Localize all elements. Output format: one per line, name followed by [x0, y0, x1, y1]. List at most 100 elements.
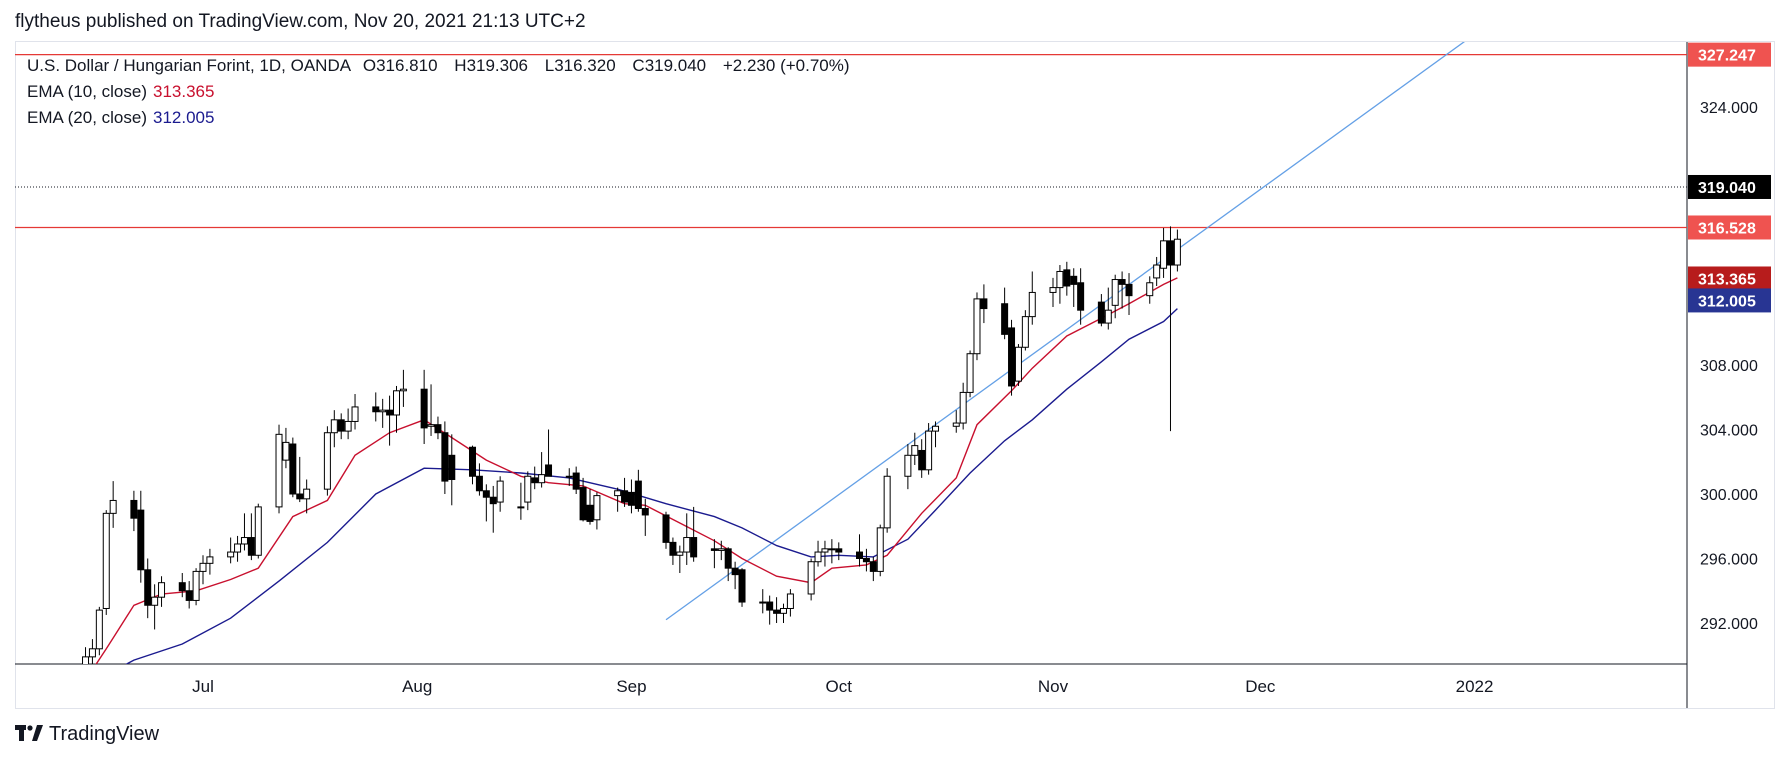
- candle: [323, 426, 331, 496]
- candle-body: [690, 537, 698, 558]
- candle-body: [786, 593, 794, 609]
- candle-body: [199, 562, 207, 572]
- candle-body: [372, 406, 380, 413]
- symbol-title[interactable]: U.S. Dollar / Hungarian Forint, 1D, OAND…: [27, 56, 351, 75]
- candle: [676, 545, 684, 574]
- candle-body: [717, 548, 725, 551]
- open-label: O: [362, 56, 377, 75]
- candle-body: [351, 406, 359, 422]
- candle-body: [1056, 270, 1064, 289]
- candle-body: [662, 514, 670, 543]
- candle: [952, 410, 960, 433]
- candle: [1104, 287, 1112, 330]
- candle-body: [973, 298, 981, 355]
- candle: [1063, 261, 1071, 296]
- candle: [1166, 226, 1174, 432]
- candle-body: [779, 607, 787, 614]
- candle-body: [966, 353, 974, 393]
- ema20-line: [125, 308, 1178, 664]
- candle: [351, 394, 359, 430]
- tradingview-footer[interactable]: TradingView: [15, 721, 159, 747]
- time-tick-label: Nov: [1038, 677, 1069, 696]
- candle: [95, 606, 103, 656]
- candle-body: [178, 582, 186, 592]
- candle-body: [392, 390, 400, 416]
- candle-body: [807, 561, 815, 595]
- legend-ema20-row[interactable]: EMA (20, close) 312.005: [27, 105, 850, 131]
- candle-body: [158, 582, 166, 598]
- candle-body: [1063, 269, 1071, 287]
- candle-body: [634, 480, 642, 510]
- candle-body: [1070, 275, 1078, 285]
- candle-body: [1160, 240, 1168, 269]
- ema10-value: 313.365: [153, 82, 215, 101]
- candle: [254, 503, 262, 559]
- candle: [759, 589, 767, 614]
- candle-body: [593, 495, 601, 521]
- candle-body: [482, 490, 490, 498]
- candle-body: [814, 551, 822, 563]
- candle: [621, 477, 629, 507]
- candle-body: [82, 656, 90, 664]
- candle: [1160, 227, 1168, 278]
- candle: [779, 603, 787, 623]
- candle-body: [337, 419, 345, 432]
- candle-body: [330, 419, 338, 434]
- tradingview-brand: TradingView: [49, 722, 160, 745]
- candle-body: [572, 472, 580, 490]
- candle-body: [192, 570, 200, 601]
- candle: [710, 539, 718, 569]
- candle: [517, 482, 525, 520]
- candle-body: [137, 509, 145, 571]
- candle: [372, 392, 380, 422]
- candle: [980, 284, 988, 324]
- legend-ema10-row[interactable]: EMA (10, close) 313.365: [27, 79, 850, 105]
- candle: [814, 540, 822, 567]
- time-tick-label: 2022: [1456, 677, 1494, 696]
- candle: [496, 476, 504, 512]
- candle: [240, 513, 248, 551]
- candle: [330, 410, 338, 448]
- candle-body: [862, 558, 870, 563]
- candle-body: [109, 499, 117, 514]
- candle: [475, 463, 483, 496]
- candle-body: [399, 388, 407, 392]
- candle-body: [1111, 279, 1119, 306]
- candle: [1028, 271, 1036, 325]
- chart-legend: U.S. Dollar / Hungarian Forint, 1D, OAND…: [27, 53, 850, 131]
- candle: [572, 466, 580, 494]
- candle: [296, 456, 304, 503]
- candle: [724, 547, 732, 582]
- candlestick-chart[interactable]: 292.000 296.000 300.000 304.000 308.000 324.0…: [0, 0, 1791, 710]
- high-value: 319.306: [466, 56, 529, 75]
- candle: [88, 639, 96, 664]
- candle: [234, 535, 242, 562]
- price-label-bg: [1688, 42, 1771, 67]
- candle: [856, 534, 864, 567]
- candle: [869, 556, 877, 582]
- chart-frame[interactable]: [15, 41, 1775, 709]
- candle-body: [876, 527, 884, 572]
- candle-body: [296, 493, 304, 500]
- price-label-bg: [1688, 288, 1771, 313]
- candle: [821, 540, 829, 567]
- candle-body: [247, 537, 255, 556]
- candle: [538, 452, 546, 488]
- candle: [731, 561, 739, 590]
- candle: [717, 540, 725, 561]
- candle-body: [883, 475, 891, 529]
- candle-body: [531, 477, 539, 484]
- candle-body: [821, 548, 829, 553]
- close-label: C: [632, 56, 645, 75]
- candle-body: [496, 480, 504, 503]
- candle: [1153, 256, 1161, 286]
- candle-body: [1125, 283, 1133, 297]
- candle: [883, 468, 891, 533]
- candle: [773, 597, 781, 623]
- candle: [434, 416, 442, 440]
- candle: [1070, 268, 1078, 307]
- published-caption: flytheus published on TradingView.com, N…: [15, 11, 586, 32]
- ema10-label: EMA (10, close): [27, 82, 147, 101]
- candle-body: [856, 551, 864, 559]
- candle-body: [254, 506, 262, 556]
